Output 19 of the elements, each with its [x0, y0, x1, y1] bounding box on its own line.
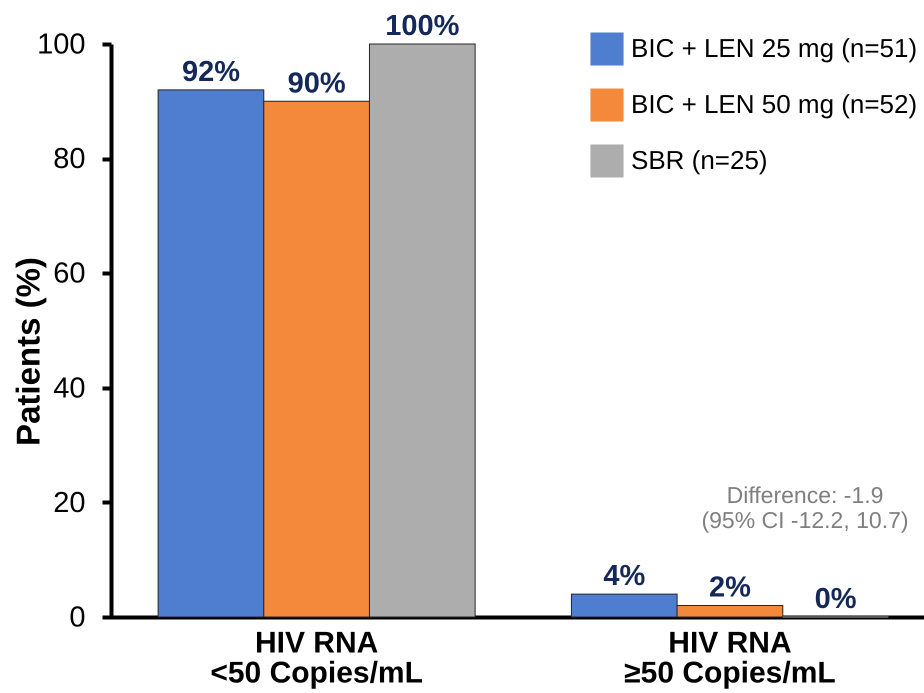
legend-label: BIC + LEN 50 mg (n=52) — [631, 89, 918, 119]
annotation: Difference: -1.9 (95% CI -12.2, 10.7) — [701, 482, 909, 533]
x-tick-label: HIV RNA <50 Copies/mL — [210, 626, 423, 690]
legend-label: SBR (n=25) — [631, 145, 768, 175]
data-label: 2% — [708, 572, 752, 604]
y-tick-label: 80 — [53, 143, 86, 176]
data-label: 0% — [814, 583, 857, 615]
legend-label: BIC + LEN 25 mg (n=51) — [631, 33, 918, 63]
x-tick-label: HIV RNA ≥50 Copies/mL — [624, 626, 836, 690]
y-tick-label: 100 — [37, 28, 86, 60]
y-tick-label: 0 — [69, 602, 86, 634]
y-axis-title: Patients (%) — [10, 257, 46, 446]
y-tick-label: 20 — [53, 486, 86, 519]
y-tick-label: 40 — [53, 372, 86, 404]
y-tick-label: 60 — [53, 258, 86, 290]
data-label: 90% — [288, 67, 346, 100]
data-label: 4% — [603, 560, 646, 592]
data-label: 92% — [182, 56, 240, 88]
data-label: 100% — [385, 10, 460, 42]
